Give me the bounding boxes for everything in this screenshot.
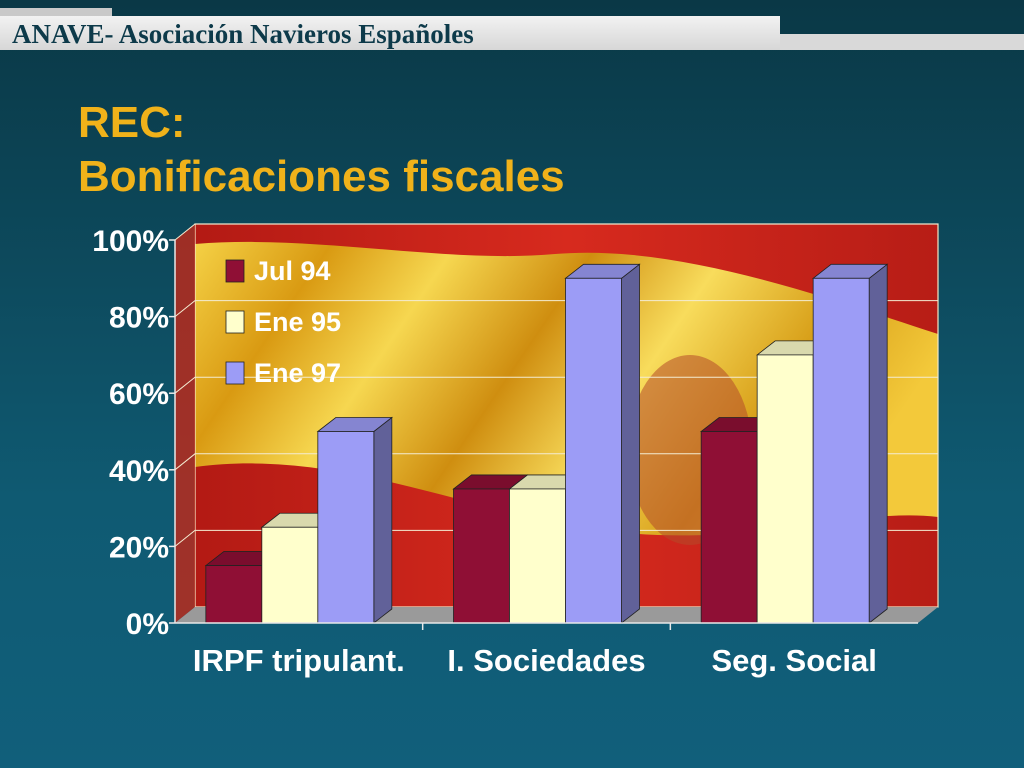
bar-front [700, 431, 758, 624]
bar-side [621, 263, 640, 624]
bar-front [565, 277, 622, 624]
bar-side [868, 263, 888, 624]
y-tick-label: 20% [109, 531, 169, 564]
header-tail [780, 34, 1024, 50]
gridlines [174, 223, 938, 547]
x-category-label: IRPF tripulant. [193, 643, 405, 678]
legend: Jul 94 Ene 95 Ene 97 [225, 256, 341, 388]
gridline [174, 376, 938, 394]
bar-front [205, 565, 263, 624]
gridline [174, 300, 938, 317]
bar [812, 263, 889, 624]
bar [316, 416, 393, 624]
header-bar [0, 16, 780, 50]
y-tick-label: 40% [109, 455, 169, 488]
slide-title-line-1: REC: [78, 98, 186, 147]
gridline [174, 223, 938, 241]
y-tick-label: 100% [92, 225, 169, 258]
legend-swatch [225, 310, 245, 334]
legend-label: Ene 97 [254, 358, 341, 388]
y-tick-label: 60% [109, 378, 169, 411]
bar-side [373, 416, 393, 624]
y-tick-label: 0% [126, 608, 169, 641]
x-category-label: I. Sociedades [447, 643, 645, 678]
gridline [174, 453, 938, 471]
header-tab [0, 8, 112, 18]
gridline [174, 529, 938, 547]
legend-label: Jul 94 [254, 256, 331, 286]
flag-top-red-band [195, 224, 938, 334]
bar-front [756, 354, 814, 624]
x-category-label: Seg. Social [711, 643, 876, 678]
organization-name: ANAVE- Asociación Navieros Españoles [12, 19, 474, 49]
bar-front [261, 526, 319, 624]
slide-title-line-2: Bonificaciones fiscales [78, 152, 565, 201]
bar-front [509, 488, 566, 624]
axes: 0% 20% 40% 60% 80% 100% IRPF tripulant. I. Soci… [92, 225, 918, 678]
bar [564, 263, 641, 624]
bar-front [812, 277, 870, 624]
bar-front [317, 431, 375, 624]
y-tick-label: 80% [109, 302, 169, 335]
bar-front [453, 488, 510, 624]
legend-swatch [225, 259, 245, 283]
bars [204, 263, 889, 624]
legend-swatch [225, 361, 245, 385]
legend-label: Ene 95 [254, 307, 341, 337]
plot-side-wall [175, 224, 195, 623]
slide-title: REC: Bonificaciones fiscales [78, 96, 565, 204]
